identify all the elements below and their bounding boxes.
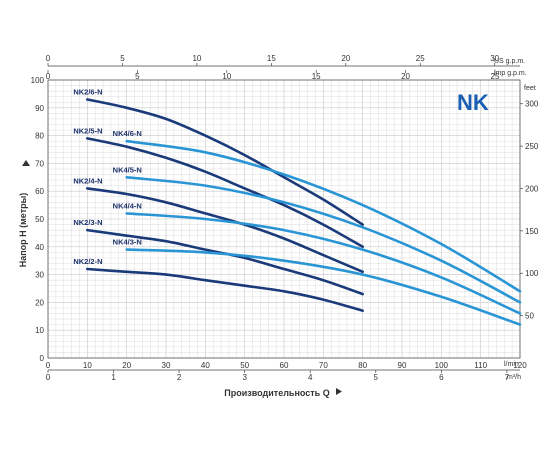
feet-tick-label: 300: [525, 100, 539, 109]
x-tick-label: 30: [162, 361, 171, 370]
x-tick-label: 100: [435, 361, 449, 370]
curves: [86, 98, 522, 326]
us-gpm-tick-label: 5: [120, 54, 125, 63]
x-axis-title: Производительность Q: [224, 388, 329, 398]
curve-label-nk4-3-n: NK4/3-N: [113, 238, 142, 247]
y-tick-label: 60: [35, 187, 44, 196]
feet-tick-label: 150: [525, 227, 539, 236]
x-tick-label: 50: [240, 361, 249, 370]
curve-nk4-5-n: [125, 176, 522, 304]
curve-label-nk4-6-n: NK4/6-N: [113, 129, 142, 138]
x-tick-label: 20: [122, 361, 131, 370]
imp-gpm-unit: imp g.p.m.: [494, 70, 527, 77]
curve-labels: NK2/6-N NK2/5-N NK2/4-N NK2/3-N NK2/2-N NK4/6…: [73, 87, 142, 266]
y-tick-label: 90: [35, 104, 44, 113]
y-tick-label: 0: [40, 354, 45, 363]
curve-label-nk4-5-n: NK4/5-N: [113, 165, 142, 174]
feet-tick-label: 50: [525, 312, 534, 321]
brand-logo: NK: [457, 90, 489, 115]
imp-gpm-tick-label: 10: [222, 72, 231, 81]
y-axis-arrow-icon: [22, 160, 30, 166]
curve-label-nk2-4-n: NK2/4-N: [73, 176, 102, 185]
y-tick-label: 40: [35, 243, 44, 252]
ticks: 0102030405060708090100501001502002503000…: [31, 54, 539, 382]
m3h-tick-label: 4: [308, 373, 313, 382]
y-tick-label: 30: [35, 271, 44, 280]
feet-unit: feet: [524, 85, 536, 92]
curve-nk4-4-n: [125, 212, 522, 315]
m3h-unit: m³/h: [507, 374, 521, 381]
imp-gpm-tick-label: 15: [312, 72, 321, 81]
imp-gpm-tick-label: 0: [46, 72, 51, 81]
x-tick-label: 110: [474, 361, 487, 370]
x-tick-label: 60: [280, 361, 289, 370]
m3h-tick-label: 2: [177, 373, 182, 382]
us-gpm-unit: US g.p.m.: [494, 58, 525, 65]
us-gpm-tick-label: 0: [46, 54, 51, 63]
x-axis-arrow-icon: [336, 388, 342, 395]
y-tick-label: 80: [35, 132, 44, 141]
x-tick-label: 0: [46, 361, 51, 370]
feet-tick-label: 200: [525, 184, 539, 193]
curve-label-nk2-5-n: NK2/5-N: [73, 126, 102, 135]
us-gpm-tick-label: 15: [267, 54, 276, 63]
x-tick-label: 90: [398, 361, 407, 370]
x-tick-label: 40: [201, 361, 210, 370]
m3h-tick-label: 3: [242, 373, 247, 382]
y-tick-label: 70: [35, 159, 44, 168]
y-tick-label: 20: [35, 298, 44, 307]
x-tick-label: 70: [319, 361, 328, 370]
curve-nk2-2-n: [86, 267, 364, 312]
y-tick-label: 10: [35, 326, 44, 335]
x-tick-label: 120: [513, 361, 527, 370]
imp-gpm-tick-label: 20: [401, 72, 410, 81]
curve-label-nk2-3-n: NK2/3-N: [73, 218, 102, 227]
imp-gpm-tick-label: 25: [491, 72, 500, 81]
m3h-tick-label: 7: [505, 373, 510, 382]
m3h-tick-label: 6: [439, 373, 444, 382]
curve-nk2-5-n: [86, 137, 364, 249]
x-tick-label: 10: [83, 361, 92, 370]
y-tick-label: 50: [35, 215, 44, 224]
x-tick-label: 80: [358, 361, 367, 370]
feet-tick-label: 250: [525, 142, 539, 151]
y-tick-label: 100: [31, 76, 45, 85]
y-axis-title: Напор H (метры): [18, 193, 28, 268]
curve-nk4-6-n: [125, 139, 522, 293]
m3h-tick-label: 1: [111, 373, 116, 382]
us-gpm-tick-label: 30: [490, 54, 499, 63]
curve-label-nk2-6-n: NK2/6-N: [73, 87, 102, 96]
feet-tick-label: 100: [525, 269, 539, 278]
us-gpm-tick-label: 20: [341, 54, 350, 63]
curve-nk2-4-n: [86, 187, 364, 274]
us-gpm-tick-label: 10: [192, 54, 201, 63]
imp-gpm-tick-label: 5: [135, 72, 140, 81]
curve-nk4-3-n: [125, 248, 522, 326]
curve-nk2-6-n: [86, 98, 364, 226]
m3h-tick-label: 0: [46, 373, 51, 382]
curve-label-nk4-4-n: NK4/4-N: [113, 201, 142, 210]
us-gpm-tick-label: 25: [416, 54, 425, 63]
lmin-unit: l/min: [504, 361, 519, 368]
plot-frame: [47, 79, 521, 359]
curve-label-nk2-2-n: NK2/2-N: [73, 257, 102, 266]
m3h-tick-label: 5: [374, 373, 379, 382]
